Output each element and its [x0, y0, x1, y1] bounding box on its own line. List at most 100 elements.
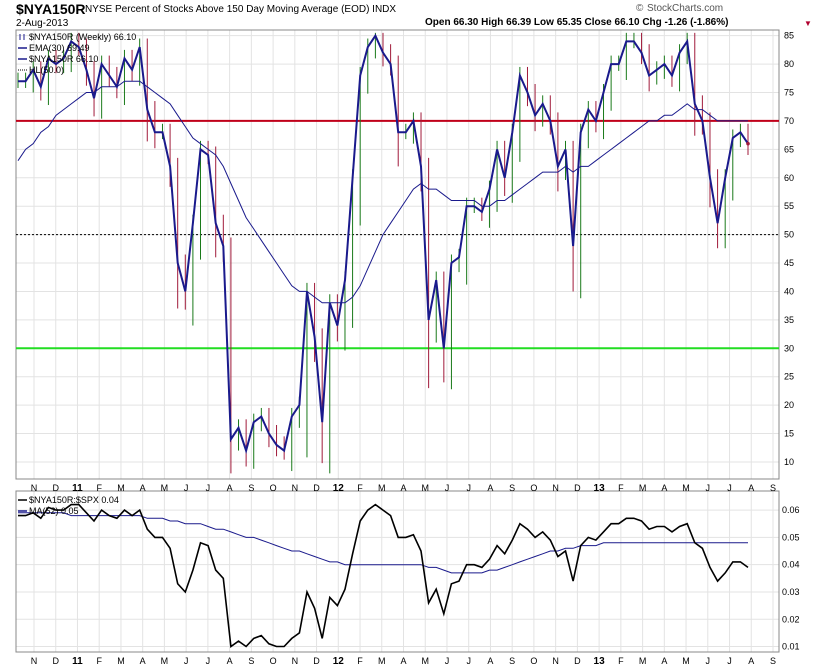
legend-label: $NYA150R:$SPX 0.04: [29, 495, 119, 505]
x-tick-label: J: [445, 483, 450, 493]
y-tick-label: 10: [784, 457, 794, 467]
ratio-x-tick-label: J: [466, 656, 471, 666]
ratio-x-tick-label: M: [421, 656, 429, 666]
x-tick-label: S: [770, 483, 776, 493]
last-price-marker: [746, 141, 750, 146]
ratio-x-tick-label: A: [400, 656, 406, 666]
ratio-x-tick-label: A: [487, 656, 493, 666]
ratio-y-tick-label: 0.02: [782, 614, 800, 624]
ratio-x-tick-label: A: [140, 656, 146, 666]
quote-line: Open 66.30 High 66.39 Low 65.35 Close 66…: [425, 17, 729, 28]
ema30-line: [17, 80, 748, 304]
ratio-x-tick-label: N: [552, 656, 559, 666]
y-tick-label: 70: [784, 116, 794, 126]
x-tick-label: A: [487, 483, 493, 493]
ratio-x-tick-label: O: [530, 656, 537, 666]
copyright-icon: ©: [636, 3, 644, 14]
legend-label: HL(50.0): [29, 65, 64, 75]
x-tick-label: F: [618, 483, 624, 493]
symbol-title: $NYA150R: [16, 1, 86, 17]
ratio-x-tick-label: M: [682, 656, 690, 666]
ratio-x-tick-label: D: [574, 656, 581, 666]
main-series: [17, 33, 750, 455]
x-tick-label: M: [421, 483, 429, 493]
x-tick-label: J: [727, 483, 732, 493]
legend-label: $NYA150R 66.10: [29, 54, 98, 64]
x-tick-label: A: [748, 483, 754, 493]
x-tick-label: M: [378, 483, 386, 493]
x-tick-label: F: [357, 483, 363, 493]
ratio-x-tick-label: J: [206, 656, 211, 666]
brand-label: StockCharts.com: [647, 3, 724, 14]
ratio-y-tick-label: 0.05: [782, 532, 800, 542]
x-tick-label: S: [248, 483, 254, 493]
ratio-y-tick-label: 0.03: [782, 587, 800, 597]
ma52-line: [18, 512, 748, 574]
main-grid: [16, 30, 779, 479]
y-tick-label: 25: [784, 372, 794, 382]
x-tick-label: A: [140, 483, 146, 493]
ratio-x-tick-label: M: [117, 656, 125, 666]
x-tick-label: 13: [594, 483, 606, 494]
x-tick-label: D: [574, 483, 581, 493]
x-tick-label: A: [400, 483, 406, 493]
x-tick-label: S: [509, 483, 515, 493]
legend-label: $NYA150R (Weekly) 66.10: [29, 32, 136, 42]
ratio-x-tick-label: D: [313, 656, 320, 666]
ohlc-bars: [17, 32, 749, 474]
ratio-x-tick-label: J: [445, 656, 450, 666]
y-tick-label: 35: [784, 315, 794, 325]
ratio-x-axis: N D 11 F M A M J J A S O N D 12 F M A M J J A S O N D 13 F M A M J J A S: [31, 656, 776, 667]
legend-label: EMA(30) 69.49: [29, 43, 90, 53]
x-tick-label: O: [530, 483, 537, 493]
x-tick-label: N: [292, 483, 299, 493]
ratio-x-tick-label: M: [161, 656, 169, 666]
ratio-x-tick-label: J: [706, 656, 711, 666]
ratio-x-tick-label: N: [31, 656, 38, 666]
y-tick-label: 45: [784, 258, 794, 268]
main-y-axis: 10 15 20 25 30 35 40 45 50 55 60 65 70 75 80 85: [784, 31, 794, 467]
ratio-x-tick-label: A: [227, 656, 233, 666]
x-tick-label: D: [313, 483, 320, 493]
y-tick-label: 60: [784, 173, 794, 183]
ratio-x-tick-label: M: [639, 656, 647, 666]
ratio-x-tick-label: 13: [594, 656, 606, 667]
x-tick-label: J: [466, 483, 471, 493]
x-tick-label: D: [52, 483, 59, 493]
ratio-x-tick-label: M: [378, 656, 386, 666]
x-tick-label: J: [184, 483, 189, 493]
y-tick-label: 55: [784, 201, 794, 211]
ratio-series: [18, 503, 749, 648]
ratio-x-tick-label: S: [770, 656, 776, 666]
ratio-x-tick-label: F: [618, 656, 624, 666]
ratio-x-tick-label: J: [727, 656, 732, 666]
main-panel-frame: [15, 29, 780, 480]
x-tick-label: O: [270, 483, 277, 493]
x-tick-label: J: [206, 483, 211, 493]
ratio-grid: [16, 491, 779, 652]
chart-description: NYSE Percent of Stocks Above 150 Day Mov…: [85, 4, 397, 15]
ratio-x-tick-label: N: [292, 656, 299, 666]
x-tick-label: 11: [72, 483, 83, 494]
x-tick-label: A: [227, 483, 233, 493]
y-tick-label: 75: [784, 88, 794, 98]
ratio-x-tick-label: A: [661, 656, 667, 666]
ratio-x-tick-label: O: [270, 656, 277, 666]
x-tick-label: N: [552, 483, 559, 493]
ratio-y-axis: 0.01 0.02 0.03 0.04 0.05 0.06: [782, 505, 800, 651]
x-tick-label: J: [706, 483, 711, 493]
x-tick-label: M: [639, 483, 647, 493]
main-x-axis: N D 11 F M A M J J A S O N D 12 F M A M J J A S O N D 13 F M A M J J A S: [31, 483, 776, 494]
ratio-x-tick-label: F: [357, 656, 363, 666]
y-tick-label: 65: [784, 144, 794, 154]
ratio-x-tick-label: A: [748, 656, 754, 666]
ratio-line: [18, 503, 749, 648]
ratio-x-tick-label: S: [248, 656, 254, 666]
y-tick-label: 30: [784, 343, 794, 353]
y-tick-label: 80: [784, 59, 794, 69]
y-tick-label: 40: [784, 286, 794, 296]
chart-date: 2-Aug-2013: [16, 18, 69, 29]
y-tick-label: 20: [784, 400, 794, 410]
